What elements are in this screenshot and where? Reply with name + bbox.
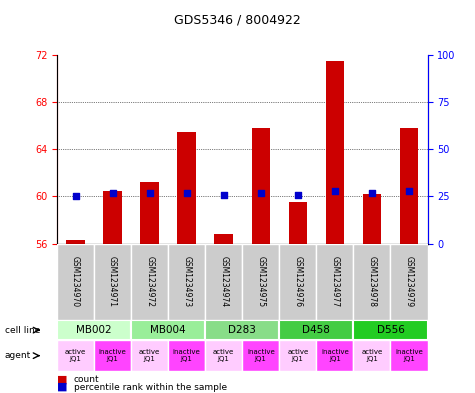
Text: GSM1234971: GSM1234971 xyxy=(108,257,117,307)
Point xyxy=(220,191,228,198)
Text: inactive
JQ1: inactive JQ1 xyxy=(99,349,126,362)
Text: inactive
JQ1: inactive JQ1 xyxy=(321,349,349,362)
FancyBboxPatch shape xyxy=(131,340,168,371)
Text: inactive
JQ1: inactive JQ1 xyxy=(173,349,200,362)
FancyBboxPatch shape xyxy=(94,340,131,371)
Text: D556: D556 xyxy=(377,325,404,335)
Text: ■: ■ xyxy=(57,382,67,392)
Text: GSM1234970: GSM1234970 xyxy=(71,256,80,308)
FancyBboxPatch shape xyxy=(353,244,390,320)
Text: MB002: MB002 xyxy=(76,325,112,335)
Bar xyxy=(141,182,159,244)
Point xyxy=(257,189,265,196)
Text: agent: agent xyxy=(5,351,31,360)
Text: active
JQ1: active JQ1 xyxy=(65,349,86,362)
FancyBboxPatch shape xyxy=(205,340,242,371)
FancyBboxPatch shape xyxy=(279,320,353,340)
FancyBboxPatch shape xyxy=(279,340,316,371)
Text: inactive
JQ1: inactive JQ1 xyxy=(395,349,423,362)
Bar xyxy=(363,194,381,244)
FancyBboxPatch shape xyxy=(57,244,94,320)
FancyBboxPatch shape xyxy=(205,320,279,340)
Text: D458: D458 xyxy=(303,325,330,335)
Bar xyxy=(252,128,270,244)
Point xyxy=(294,191,302,198)
Text: GSM1234976: GSM1234976 xyxy=(294,256,302,308)
Bar xyxy=(104,191,122,244)
Text: cell line: cell line xyxy=(5,326,40,334)
Text: active
JQ1: active JQ1 xyxy=(139,349,160,362)
Text: GSM1234979: GSM1234979 xyxy=(405,256,413,308)
Bar xyxy=(326,61,344,244)
Bar xyxy=(289,202,307,244)
FancyBboxPatch shape xyxy=(390,244,428,320)
Point xyxy=(405,188,413,194)
Bar xyxy=(400,128,418,244)
Text: active
JQ1: active JQ1 xyxy=(213,349,234,362)
Text: inactive
JQ1: inactive JQ1 xyxy=(247,349,275,362)
FancyBboxPatch shape xyxy=(131,244,168,320)
Point xyxy=(183,189,190,196)
FancyBboxPatch shape xyxy=(205,244,242,320)
Point xyxy=(109,189,116,196)
FancyBboxPatch shape xyxy=(279,244,316,320)
FancyBboxPatch shape xyxy=(57,320,131,340)
FancyBboxPatch shape xyxy=(94,244,131,320)
Text: GSM1234973: GSM1234973 xyxy=(182,256,191,308)
Point xyxy=(146,189,153,196)
FancyBboxPatch shape xyxy=(353,340,390,371)
FancyBboxPatch shape xyxy=(57,340,94,371)
FancyBboxPatch shape xyxy=(131,320,205,340)
Point xyxy=(331,188,339,194)
Text: GSM1234977: GSM1234977 xyxy=(331,256,339,308)
Text: count: count xyxy=(74,375,99,384)
Text: MB004: MB004 xyxy=(151,325,186,335)
Text: GSM1234974: GSM1234974 xyxy=(219,256,228,308)
FancyBboxPatch shape xyxy=(390,340,428,371)
Text: GSM1234972: GSM1234972 xyxy=(145,257,154,307)
Text: GDS5346 / 8004922: GDS5346 / 8004922 xyxy=(174,14,301,27)
FancyBboxPatch shape xyxy=(168,244,205,320)
Text: active
JQ1: active JQ1 xyxy=(361,349,382,362)
Bar xyxy=(215,234,233,244)
FancyBboxPatch shape xyxy=(242,244,279,320)
Text: ■: ■ xyxy=(57,374,67,384)
Text: GSM1234975: GSM1234975 xyxy=(256,256,265,308)
Text: percentile rank within the sample: percentile rank within the sample xyxy=(74,383,227,391)
FancyBboxPatch shape xyxy=(316,340,353,371)
Point xyxy=(72,193,79,200)
Point xyxy=(368,189,376,196)
Text: GSM1234978: GSM1234978 xyxy=(368,257,376,307)
FancyBboxPatch shape xyxy=(353,320,428,340)
Bar xyxy=(178,132,196,244)
FancyBboxPatch shape xyxy=(168,340,205,371)
FancyBboxPatch shape xyxy=(316,244,353,320)
Bar xyxy=(66,240,85,244)
FancyBboxPatch shape xyxy=(242,340,279,371)
Text: D283: D283 xyxy=(228,325,256,335)
Text: active
JQ1: active JQ1 xyxy=(287,349,308,362)
